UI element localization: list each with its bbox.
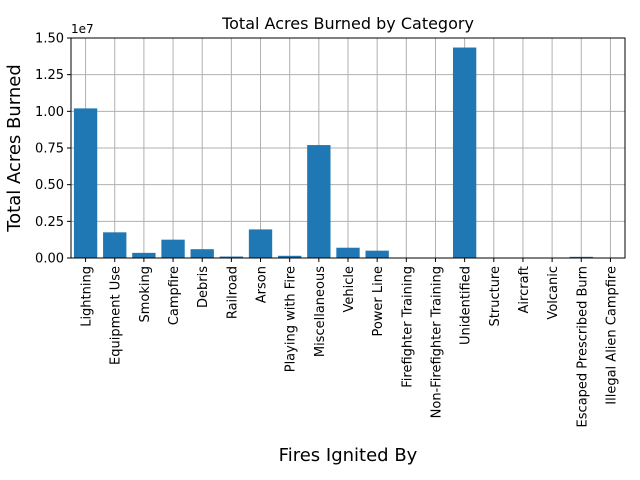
x-axis-label: Fires Ignited By: [279, 445, 418, 466]
x-tick-label: Playing with Fire: [284, 266, 299, 372]
bar: [248, 229, 273, 258]
x-tick-label: Escaped Prescribed Burn: [575, 266, 590, 427]
x-tick-label: Aircraft: [517, 266, 532, 313]
chart-title: Total Acres Burned by Category: [221, 14, 474, 33]
bars: [73, 47, 623, 259]
x-tick-label: Smoking: [138, 266, 153, 323]
bar: [132, 252, 156, 258]
x-tick-label: Lightning: [80, 266, 95, 327]
x-tick-label: Arson: [255, 266, 270, 303]
bar: [161, 239, 185, 258]
x-tick-label: Equipment Use: [109, 266, 124, 365]
x-tick-label: Non-Firefighter Training: [429, 266, 444, 418]
y-axis-label: Total Acres Burned: [4, 64, 25, 233]
x-tick-label: Volcanic: [546, 266, 561, 320]
y-tick-label: 0.25: [35, 215, 64, 230]
y-tick-label: 0.75: [35, 142, 64, 157]
x-tick-label: Power Line: [371, 266, 386, 337]
y-tick-label: 0.00: [35, 252, 64, 267]
y-tick-label: 1.00: [35, 105, 64, 120]
x-tick-label: Unidentified: [459, 266, 474, 345]
x-tick-label: Miscellaneous: [313, 266, 328, 357]
x-tick-label: Debris: [196, 266, 211, 308]
x-tick-label: Firefighter Training: [400, 266, 415, 388]
bar: [190, 249, 214, 258]
bar: [278, 255, 302, 258]
bar: [569, 256, 593, 258]
bar: [452, 47, 477, 259]
y-tick-label: 0.50: [35, 178, 64, 193]
y-scale-label: 1e7: [71, 22, 94, 36]
x-tick-label: Illegal Alien Campfire: [604, 266, 619, 405]
y-tick-label: 1.25: [35, 68, 64, 83]
x-axis-ticks: Lightning Equipment Use Smoking Campfire Deb…: [80, 258, 619, 427]
bar: [103, 232, 127, 258]
bar: [307, 145, 331, 258]
x-tick-label: Railroad: [225, 266, 240, 319]
bar: [365, 250, 389, 258]
bar: [219, 256, 244, 258]
y-axis-ticks: 0.00 0.25 0.50 0.75 1.00 1.25 1.50: [35, 32, 71, 267]
bar: [336, 247, 360, 258]
grid-lines: [71, 37, 625, 259]
bar: [73, 108, 98, 259]
x-tick-label: Campfire: [167, 266, 182, 325]
x-tick-label: Vehicle: [342, 266, 357, 313]
x-tick-label: Structure: [488, 266, 503, 326]
y-tick-label: 1.50: [35, 32, 64, 47]
